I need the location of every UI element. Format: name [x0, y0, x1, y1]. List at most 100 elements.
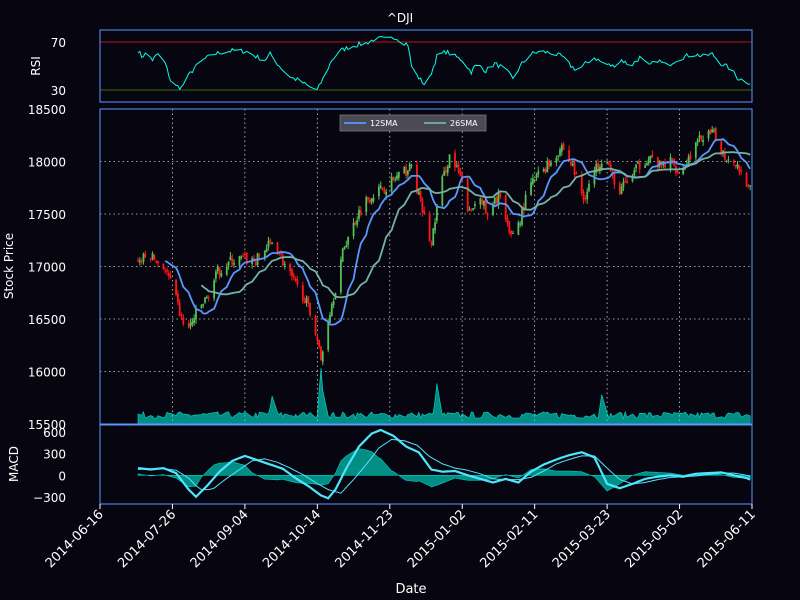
candle-body: [682, 168, 685, 175]
candle-body: [254, 262, 257, 266]
volume-area: [137, 367, 751, 425]
candle-body: [492, 204, 494, 215]
candle-body: [651, 154, 654, 157]
candle-body: [595, 163, 598, 173]
candle-body: [283, 263, 286, 266]
candle-body: [368, 199, 371, 203]
legend-label-sma26: 26SMA: [450, 119, 478, 128]
price-tick-label: 17500: [28, 208, 66, 222]
candle-body: [647, 157, 650, 164]
candle-body: [711, 129, 714, 133]
candle-body: [689, 154, 692, 160]
candle-body: [533, 179, 536, 181]
candle-body: [702, 140, 704, 142]
candle-body: [354, 222, 357, 225]
candle-body: [571, 163, 574, 166]
macd-panel: 600 300 0 −300 MACD: [7, 424, 753, 505]
candle-body: [385, 191, 388, 196]
candle-body: [280, 253, 283, 255]
macd-signal-line: [137, 438, 751, 494]
candle-body: [332, 301, 335, 306]
candle-body: [448, 154, 451, 168]
macd-tick-label: 300: [43, 448, 66, 462]
candle-body: [481, 199, 484, 205]
candle-body: [193, 318, 196, 323]
candle-body: [356, 220, 359, 225]
macd-tick-label: −300: [33, 491, 66, 505]
candle-body: [544, 169, 547, 173]
candle-body: [430, 242, 433, 245]
macd-tick-label: 0: [58, 469, 66, 483]
rsi-axes-background: [100, 30, 752, 102]
candle-body: [367, 197, 369, 200]
candle-body: [258, 255, 261, 257]
candle-body: [296, 279, 299, 285]
candle-body: [714, 127, 717, 142]
candle-body: [662, 161, 665, 166]
candle-body: [740, 170, 743, 172]
candle-body: [245, 252, 248, 264]
candle-body: [410, 165, 413, 167]
candle-body: [738, 165, 741, 173]
candle-body: [631, 176, 634, 182]
candle-body: [635, 164, 637, 169]
candle-body: [736, 163, 739, 168]
rsi-axes-frame: [99, 29, 753, 103]
candle-body: [446, 166, 449, 173]
candle-body: [562, 144, 565, 150]
candle-body: [151, 253, 154, 259]
candle-body: [207, 297, 210, 299]
candle-body: [318, 339, 321, 348]
candle-body: [265, 248, 268, 253]
candle-body: [555, 157, 558, 163]
price-axes-frame: [99, 108, 753, 425]
price-gridlines: [100, 109, 752, 424]
candle-body: [521, 208, 523, 225]
candle-body: [309, 302, 311, 316]
candle-body: [180, 315, 183, 317]
candle-body: [550, 162, 552, 166]
candle-body: [676, 170, 679, 174]
candle-body: [445, 169, 447, 173]
date-axis-label: Date: [395, 582, 426, 597]
macd-histogram-fill: [137, 448, 751, 492]
candle-body: [314, 316, 317, 335]
candle-body: [644, 165, 647, 168]
candle-body: [441, 176, 444, 206]
candle-body: [370, 198, 373, 203]
candle-body: [303, 300, 306, 304]
candle-body: [626, 180, 628, 183]
candle-body: [517, 222, 520, 235]
candle-body: [600, 163, 603, 169]
candle-body: [175, 279, 177, 295]
candle-body: [720, 141, 723, 155]
candle-body: [624, 181, 627, 183]
candle-body: [723, 151, 726, 160]
candle-body: [508, 221, 511, 233]
legend-label-sma12: 12SMA: [370, 119, 398, 128]
candle-body: [138, 260, 141, 262]
candle-body: [664, 162, 666, 168]
candle-body: [531, 178, 534, 184]
candle-body: [537, 171, 540, 175]
candle-body: [696, 139, 699, 143]
legend-box: [339, 114, 487, 132]
candle-body: [358, 209, 360, 219]
candle-body: [144, 253, 147, 258]
candle-body: [588, 183, 590, 192]
rsi-panel: 70 30 RSI: [29, 29, 753, 103]
candle-body: [497, 193, 500, 205]
candle-body: [622, 181, 625, 188]
candle-body: [383, 189, 386, 194]
candle-body: [263, 250, 266, 258]
price-tick-label: 18000: [28, 156, 66, 170]
candle-body: [535, 174, 538, 179]
candle-body: [613, 172, 616, 185]
candle-body: [378, 186, 380, 197]
candle-body: [700, 135, 703, 140]
candle-body: [316, 336, 319, 342]
candle-body: [162, 263, 165, 270]
volume-fill: [137, 367, 751, 425]
candle-body: [220, 273, 223, 277]
